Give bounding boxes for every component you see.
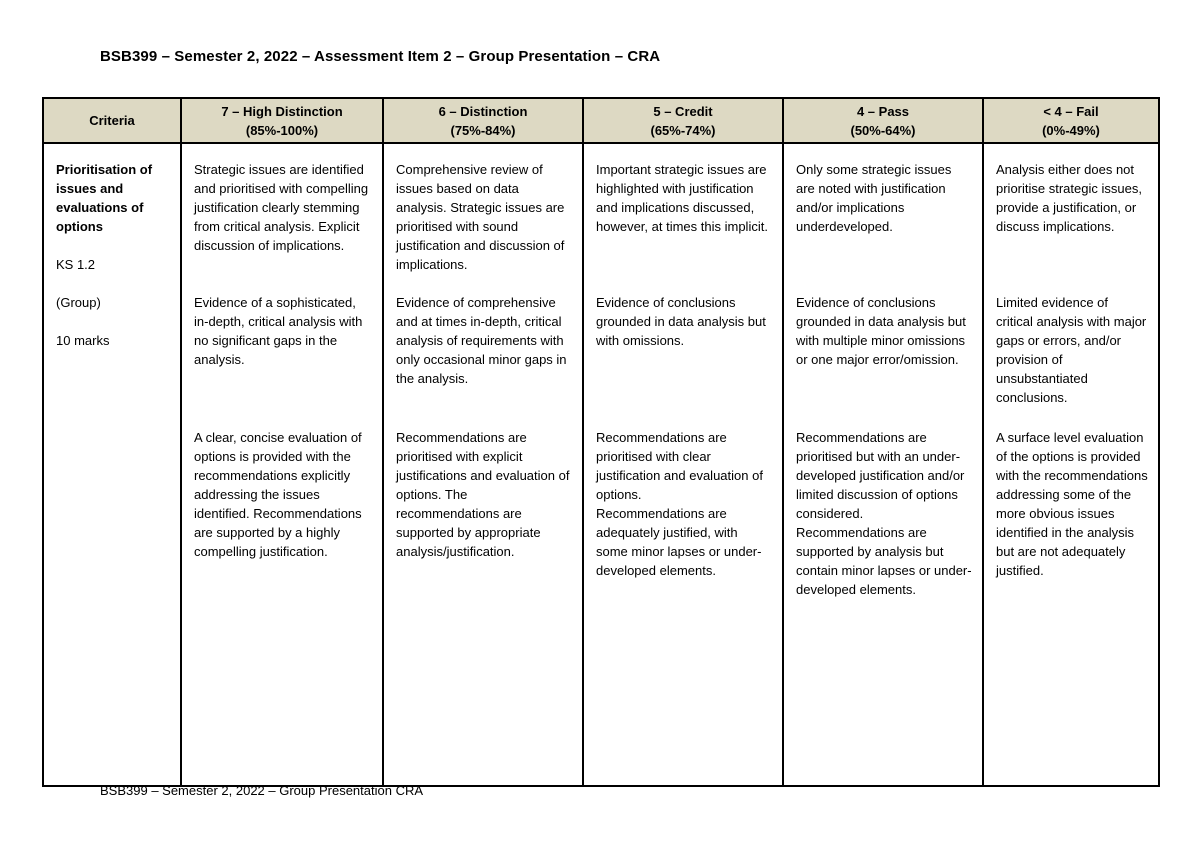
descriptor-paragraph: Recommendations are prioritised with cle… [596, 430, 763, 578]
header-range: (75%-84%) [450, 122, 516, 138]
criterion-row: Prioritisation of issues and evaluations… [42, 142, 1160, 787]
descriptor-paragraph: Analysis either does not prioritise stra… [996, 162, 1142, 234]
header-label: < 4 – Fail [1043, 103, 1099, 119]
descriptor-paragraph: A surface level evaluation of the option… [996, 430, 1148, 578]
descriptor-paragraph: Important strategic issues are highlight… [596, 162, 768, 234]
header-range: (0%-49%) [1042, 122, 1100, 138]
rubric-header-row: Criteria 7 – High Distinction (85%-100%)… [42, 97, 1160, 144]
cell-high-distinction: Strategic issues are identified and prio… [180, 142, 384, 787]
page-title: BSB399 – Semester 2, 2022 – Assessment I… [100, 48, 661, 65]
header-pass: 4 – Pass (50%-64%) [782, 97, 984, 144]
cell-fail: Analysis either does not prioritise stra… [982, 142, 1160, 787]
descriptor-paragraph: Recommendations are prioritised with exp… [396, 430, 570, 559]
descriptor-paragraph: Limited evidence of critical analysis wi… [996, 295, 1147, 405]
header-range: (50%-64%) [850, 122, 916, 138]
header-high-distinction: 7 – High Distinction (85%-100%) [180, 97, 384, 144]
descriptor-paragraph: Strategic issues are identified and prio… [194, 162, 369, 253]
header-range: (65%-74%) [650, 122, 716, 138]
header-label: 5 – Credit [653, 103, 713, 119]
descriptor-paragraph: Comprehensive review of issues based on … [396, 162, 565, 272]
criterion-group: (Group) [56, 295, 101, 310]
header-label: 7 – High Distinction [221, 103, 343, 119]
descriptor-paragraph: Recommendations are prioritised but with… [796, 430, 972, 597]
rubric-table: Criteria 7 – High Distinction (85%-100%)… [42, 97, 1160, 787]
criterion-title: Prioritisation of issues and evaluations… [56, 162, 153, 234]
page-footer: BSB399 – Semester 2, 2022 – Group Presen… [100, 783, 424, 798]
descriptor-paragraph: Evidence of conclusions grounded in data… [596, 295, 766, 348]
descriptor-paragraph: Only some strategic issues are noted wit… [796, 162, 952, 234]
header-criteria: Criteria [42, 97, 182, 144]
cell-distinction: Comprehensive review of issues based on … [382, 142, 584, 787]
criterion-ks: KS 1.2 [56, 257, 96, 272]
header-distinction: 6 – Distinction (75%-84%) [382, 97, 584, 144]
cell-credit: Important strategic issues are highlight… [582, 142, 784, 787]
descriptor-paragraph: Evidence of conclusions grounded in data… [796, 295, 966, 367]
cell-pass: Only some strategic issues are noted wit… [782, 142, 984, 787]
header-label: Criteria [89, 113, 135, 128]
header-label: 4 – Pass [856, 103, 910, 119]
header-credit: 5 – Credit (65%-74%) [582, 97, 784, 144]
header-label: 6 – Distinction [438, 103, 528, 119]
descriptor-paragraph: Evidence of comprehensive and at times i… [396, 295, 567, 386]
descriptor-paragraph: Evidence of a sophisticated, in-depth, c… [194, 295, 363, 367]
criterion-cell: Prioritisation of issues and evaluations… [42, 142, 182, 787]
header-range: (85%-100%) [245, 122, 319, 138]
header-fail: < 4 – Fail (0%-49%) [982, 97, 1160, 144]
descriptor-paragraph: A clear, concise evaluation of options i… [194, 430, 362, 559]
criterion-marks: 10 marks [56, 333, 110, 348]
